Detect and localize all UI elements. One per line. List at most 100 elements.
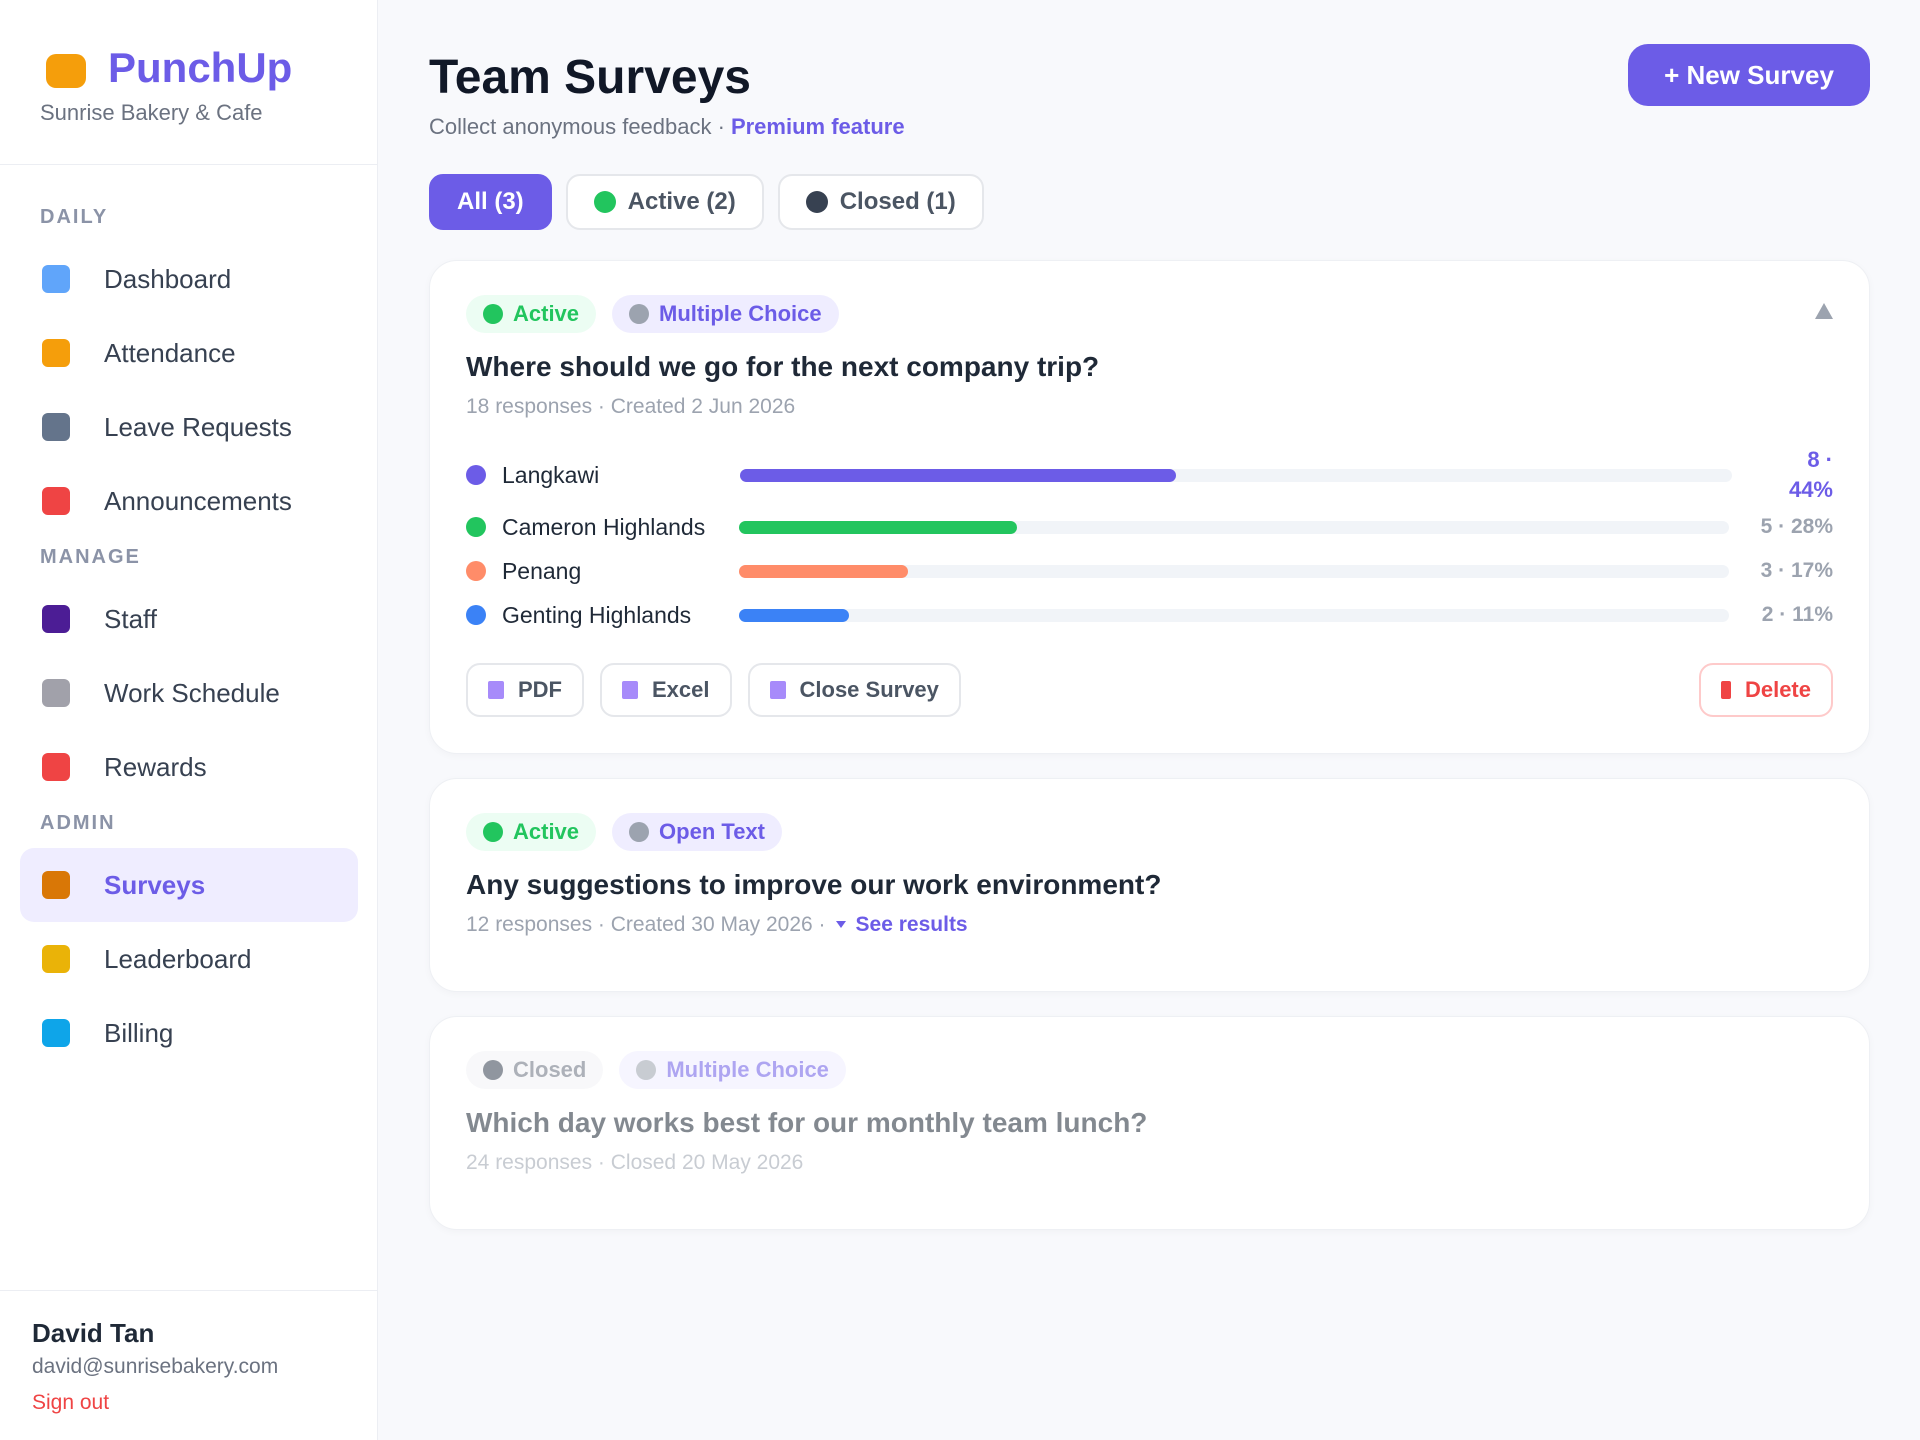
status-tag: Active — [466, 813, 597, 851]
delete-button[interactable]: Delete — [1698, 663, 1833, 717]
type-label: Multiple Choice — [659, 301, 822, 326]
nav-label: Leaderboard — [104, 943, 252, 974]
type-label: Multiple Choice — [666, 1057, 829, 1082]
survey-card: Closed Multiple Choice Which day works bes… — [429, 1016, 1870, 1230]
filter-dot — [593, 191, 616, 213]
page-title: Team Surveys — [429, 51, 751, 104]
status-dot — [483, 304, 503, 324]
type-label: Open Text — [659, 819, 765, 844]
nav-heading: MANAGE — [40, 546, 141, 568]
bar-track — [739, 608, 1730, 622]
survey-card: Active Open Text Any suggestions to improv… — [429, 778, 1870, 992]
option-result: 5 · 28% — [1760, 515, 1833, 538]
user-name: David Tan — [32, 1318, 155, 1348]
nav-item[interactable]: Surveys — [20, 848, 358, 922]
survey-card: Active Multiple Choice Where should we go … — [429, 260, 1870, 754]
nav-label: Announcements — [104, 485, 292, 516]
filter-button[interactable]: Active (2) — [565, 174, 764, 230]
collapse-toggle[interactable] — [1815, 303, 1833, 319]
filter-button[interactable]: Closed (1) — [777, 174, 984, 230]
bar-track — [740, 468, 1732, 482]
type-icon — [629, 304, 650, 324]
filter-label: All (3) — [457, 188, 524, 215]
bar-track — [739, 520, 1730, 534]
option-dot — [466, 561, 486, 581]
user-email: david@sunrisebakery.com — [32, 1355, 279, 1378]
survey-list: Active Multiple Choice Where should we go … — [429, 260, 1870, 1254]
nav-icon — [42, 413, 70, 441]
nav-heading: DAILY — [40, 206, 109, 228]
status-label: Closed — [513, 1057, 587, 1082]
action-icon — [622, 681, 638, 699]
filter-label: Closed (1) — [839, 188, 956, 215]
sidebar: PunchUp Sunrise Bakery & Cafe DAILY Dashb… — [0, 0, 378, 1440]
nav-label: Billing — [104, 1017, 174, 1048]
meta-text: 18 responses · Created 2 Jun 2026 — [466, 395, 796, 418]
bar — [740, 468, 1177, 482]
status-dot — [483, 822, 503, 842]
action-button[interactable]: Close Survey — [747, 663, 961, 717]
see-results[interactable]: See results — [855, 913, 968, 936]
sign-out[interactable]: Sign out — [32, 1391, 110, 1414]
nav-icon — [42, 487, 70, 515]
nav-label: Staff — [104, 603, 158, 634]
nav-icon — [42, 871, 70, 899]
nav-label: Work Schedule — [104, 677, 280, 708]
nav-icon — [42, 1019, 70, 1047]
subtitle: Collect anonymous feedback · Premium feat… — [429, 114, 905, 140]
action-button[interactable]: Excel — [600, 663, 732, 717]
nav-icon — [42, 945, 70, 973]
delete-icon — [1720, 681, 1731, 699]
meta-text: 12 responses · Created 30 May 2026 · — [466, 913, 826, 936]
option-result: 3 · 17% — [1760, 559, 1833, 582]
type-icon — [629, 822, 650, 842]
divider — [0, 164, 378, 165]
option: Cameron Highlands 5 · 28% — [466, 505, 1833, 549]
type-tag: Multiple Choice — [619, 1051, 846, 1089]
status-tag: Active — [466, 295, 597, 333]
nav-item[interactable]: Attendance — [20, 316, 358, 390]
option-label: Langkawi — [502, 461, 600, 488]
caret — [835, 921, 846, 928]
nav-icon — [42, 605, 70, 633]
option-result: 8 · 44% — [1788, 447, 1833, 502]
business-name: Sunrise Bakery & Cafe — [40, 100, 263, 125]
nav-item[interactable]: Rewards — [20, 730, 358, 804]
option: Genting Highlands 2 · 11% — [466, 593, 1833, 637]
delete-label: Delete — [1744, 677, 1811, 702]
option-dot — [466, 465, 486, 485]
nav-label: Surveys — [104, 869, 206, 900]
bar-track — [739, 564, 1730, 578]
status-dot — [483, 1060, 503, 1080]
question: Any suggestions to improve our work envi… — [466, 869, 1162, 900]
nav-item[interactable]: Leave Requests — [20, 390, 358, 464]
nav-item[interactable]: Staff — [20, 582, 358, 656]
nav-item[interactable]: Leaderboard — [20, 922, 358, 996]
nav-label: Rewards — [104, 751, 207, 782]
tags: Active Multiple Choice — [466, 295, 1833, 333]
option-result: 2 · 11% — [1761, 603, 1833, 626]
action-icon — [488, 681, 504, 699]
action-label: Close Survey — [799, 677, 939, 702]
brand[interactable]: PunchUp — [108, 44, 293, 91]
filter-button[interactable]: All (3) — [429, 174, 552, 230]
subtitle-text: Collect anonymous feedback · — [429, 114, 725, 139]
nav-item[interactable]: Work Schedule — [20, 656, 358, 730]
nav-item[interactable]: Billing — [20, 996, 358, 1070]
type-tag: Open Text — [612, 813, 782, 851]
action-icon — [769, 681, 786, 699]
tags: Active Open Text — [466, 813, 1833, 851]
bar — [739, 564, 909, 578]
premium[interactable]: Premium feature — [730, 114, 905, 139]
nav-item[interactable]: Announcements — [20, 464, 358, 538]
option: Penang 3 · 17% — [466, 549, 1833, 593]
meta: 12 responses · Created 30 May 2026 · See … — [466, 913, 1833, 937]
actions: PDF Excel Close Survey Delete — [466, 663, 1833, 717]
divider — [0, 1290, 378, 1291]
nav-item[interactable]: Dashboard — [20, 242, 358, 316]
type-icon — [636, 1060, 657, 1080]
new-survey-button[interactable]: + New Survey — [1628, 44, 1870, 106]
action-label: PDF — [518, 677, 562, 702]
action-button[interactable]: PDF — [466, 663, 584, 717]
